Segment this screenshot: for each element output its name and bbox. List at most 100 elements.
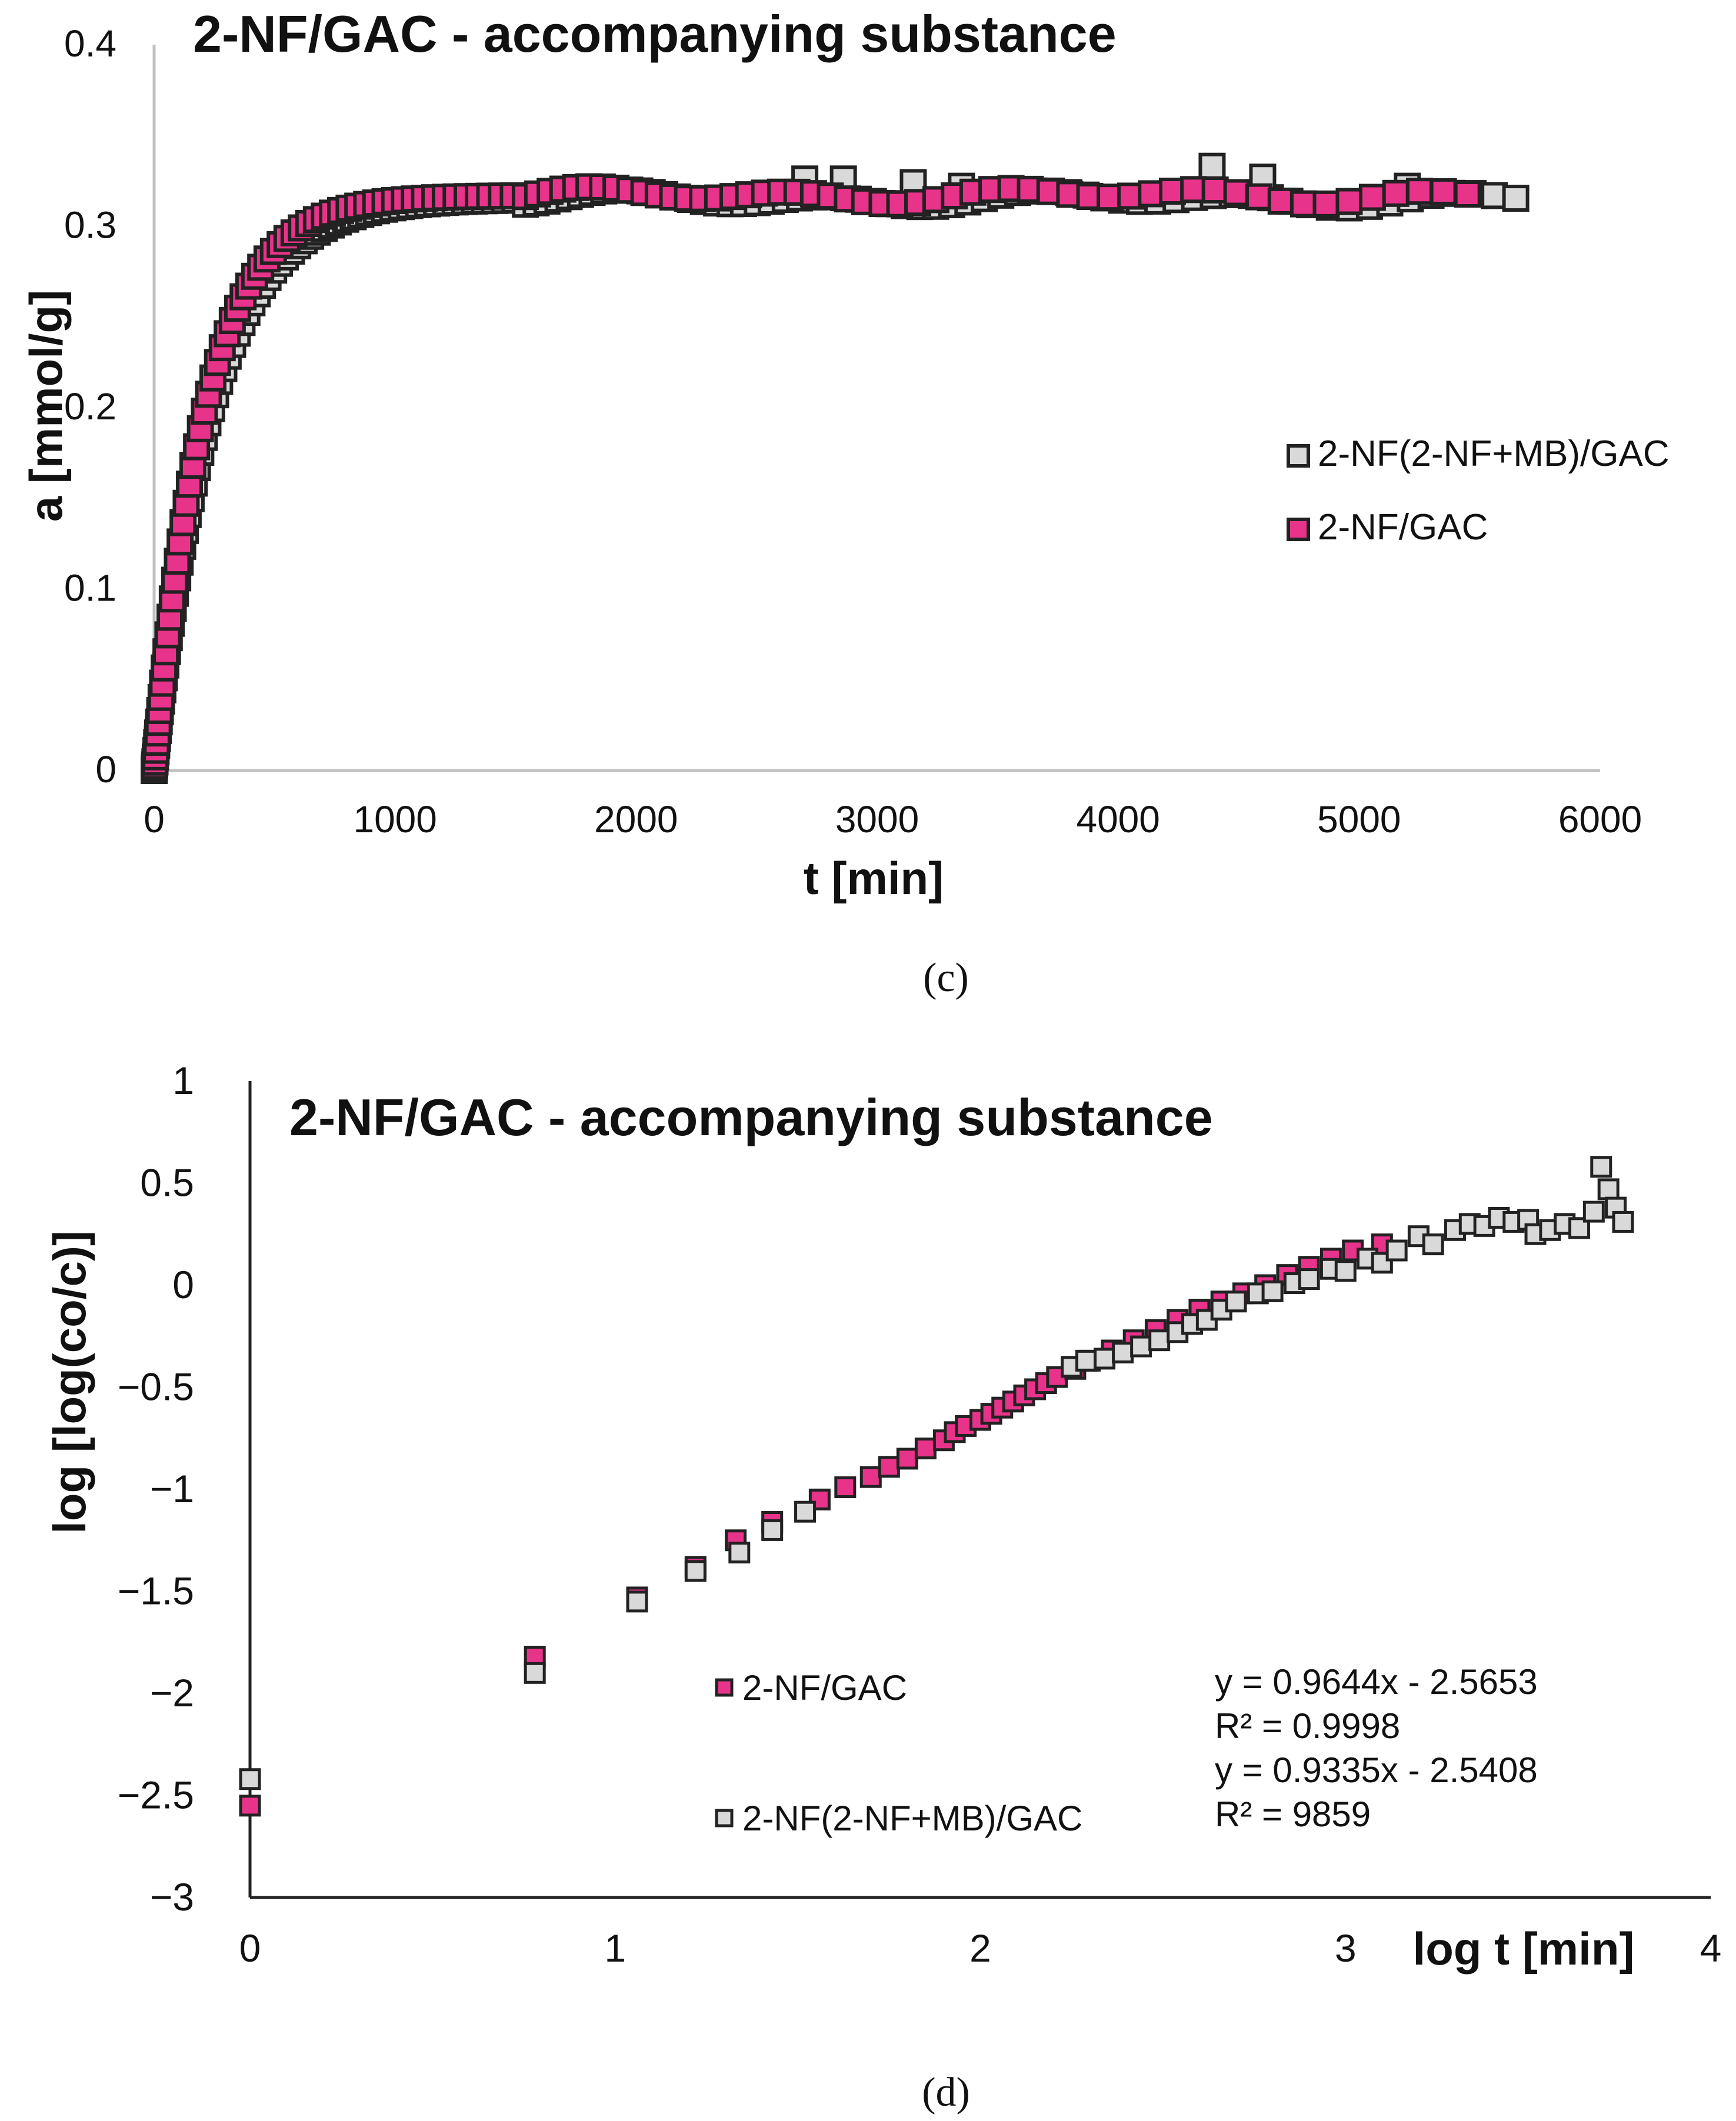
d-point-2nf (914, 1438, 937, 1460)
d-x-tick-label: 1 (604, 1926, 626, 1970)
d-point-mb (1148, 1329, 1171, 1352)
c-point-2nf (1201, 176, 1229, 204)
c-point-2nf (1245, 183, 1272, 211)
d-chart-title: 2-NF/GAC - accompanying substance (289, 1088, 1213, 1146)
d-x-tick-label: 2 (969, 1926, 991, 1970)
d-y-tick-label: −1 (150, 1467, 194, 1510)
c-x-tick-labels: 0 1000 2000 3000 4000 5000 6000 (144, 798, 1642, 841)
d-y-tick-label: −1.5 (118, 1569, 194, 1613)
c-point-2nf (1223, 179, 1251, 206)
d-point-2nf (878, 1456, 900, 1478)
c-point-mb (1198, 152, 1226, 180)
d-y-tick-label: −2.5 (118, 1773, 194, 1817)
c-y-axis-label: a [mmol/g] (20, 290, 72, 522)
caption-d: (d) (922, 2070, 970, 2115)
c-legend-marker-mb (1287, 444, 1310, 468)
c-data-points (141, 152, 1530, 784)
c-point-2nf (1335, 188, 1363, 215)
c-x-axis-label: t [min] (804, 852, 944, 904)
d-x-tick-label: 3 (1335, 1926, 1357, 1970)
c-point-2nf (1289, 190, 1317, 218)
c-chart-title: 2-NF/GAC - accompanying substance (193, 5, 1117, 63)
d-r2-1: R² = 0.9998 (1215, 1706, 1400, 1746)
d-point-mb (1075, 1349, 1098, 1372)
d-y-tick-label: −3 (150, 1875, 194, 1919)
d-point-mb (1371, 1252, 1393, 1274)
d-point-2nf (896, 1448, 918, 1470)
d-point-mb (728, 1542, 751, 1564)
d-point-mb (1094, 1348, 1116, 1370)
d-point-mb (761, 1519, 784, 1541)
d-legend-label-2nf: 2-NF/GAC (742, 1668, 907, 1708)
d-point-mb (1334, 1260, 1357, 1282)
d-y-tick-label: −0.5 (118, 1365, 194, 1409)
d-legend-label-mb: 2-NF(2-NF+MB)/GAC (742, 1799, 1082, 1838)
caption-c: (c) (923, 955, 969, 1001)
c-x-tick-label: 1000 (353, 798, 437, 841)
c-point-2nf (1430, 178, 1457, 205)
d-point-mb (1612, 1210, 1634, 1233)
c-point-2nf (1312, 190, 1340, 218)
d-x-axis-label: log t [min] (1413, 1923, 1635, 1975)
d-point-mb (1385, 1239, 1408, 1262)
d-point-mb (1597, 1178, 1620, 1200)
c-legend-marker-2nf (1287, 518, 1310, 541)
d-point-mb (794, 1500, 817, 1523)
d-y-tick-label: 1 (172, 1059, 194, 1102)
d-point-mb (684, 1560, 707, 1582)
d-point-mb (1261, 1280, 1284, 1302)
c-point-mb (1502, 185, 1530, 212)
d-r2-2: R² = 9859 (1215, 1795, 1371, 1834)
d-x-tick-label: 0 (239, 1926, 261, 1970)
d-point-mb (1112, 1342, 1134, 1364)
d-y-tick-label: 0 (172, 1263, 194, 1306)
d-x-tick-label: 4 (1700, 1926, 1722, 1970)
d-point-mb (1590, 1156, 1612, 1178)
c-x-tick-label: 4000 (1076, 798, 1159, 841)
d-legend-marker-mb (715, 1809, 734, 1827)
d-legend: 2-NF/GAC 2-NF(2-NF+MB)/GAC (715, 1668, 1082, 1838)
c-point-2nf (1382, 179, 1410, 207)
c-legend-label-mb: 2-NF(2-NF+MB)/GAC (1318, 433, 1670, 474)
c-y-tick-label: 0.4 (64, 22, 116, 65)
d-y-tick-labels: −3 −2.5 −2 −1.5 −1 −0.5 0 0.5 1 (118, 1059, 194, 1919)
d-point-mb (626, 1590, 648, 1613)
c-legend-label-2nf: 2-NF/GAC (1318, 507, 1488, 548)
d-x-tick-labels: 0 1 2 3 4 (239, 1926, 1722, 1970)
c-point-2nf (1454, 181, 1481, 208)
c-legend: 2-NF(2-NF+MB)/GAC 2-NF/GAC (1287, 433, 1670, 548)
d-equations: y = 0.9644x - 2.5653 R² = 0.9998 y = 0.9… (1215, 1662, 1538, 1834)
c-x-tick-label: 3000 (835, 798, 919, 841)
d-point-mb (1225, 1290, 1247, 1313)
c-point-2nf (1267, 187, 1295, 215)
c-point-2nf (1358, 184, 1386, 211)
d-point-mb (1582, 1200, 1605, 1223)
c-y-tick-label: 0.3 (64, 204, 116, 246)
c-point-2nf (1405, 178, 1433, 205)
c-y-tick-label: 0 (95, 748, 116, 791)
d-y-tick-label: 0.5 (140, 1161, 194, 1205)
d-y-axis-label: log [log(co/c)] (44, 1230, 95, 1534)
c-x-tick-label: 5000 (1317, 798, 1401, 841)
d-equation-1: y = 0.9644x - 2.5653 (1215, 1662, 1538, 1702)
c-x-tick-label: 6000 (1558, 798, 1642, 841)
d-point-mb (1298, 1268, 1320, 1290)
d-data-points (239, 1156, 1634, 1817)
d-point-2nf (834, 1476, 857, 1499)
panel-d: −3 −2.5 −2 −1.5 −1 −0.5 0 0.5 1 0 1 2 3 4 2-NF/GAC -… (44, 1059, 1721, 2115)
panel-c: 00.10.20.30.4 0 1000 2000 3000 4000 5000 6000 … (20, 5, 1670, 1001)
d-legend-marker-2nf (715, 1678, 734, 1697)
d-point-2nf (239, 1795, 261, 1817)
c-y-tick-labels: 0 0.1 0.2 0.3 0.4 (64, 22, 116, 791)
c-y-tick-label: 0.2 (64, 385, 116, 428)
d-point-mb (1422, 1233, 1444, 1256)
d-point-2nf (859, 1466, 882, 1488)
c-y-tick-label: 0.1 (64, 567, 116, 609)
d-point-mb (1130, 1335, 1152, 1358)
d-point-mb (524, 1662, 546, 1684)
d-point-mb (239, 1768, 261, 1790)
d-y-tick-label: −2 (150, 1671, 194, 1715)
d-equation-2: y = 0.9335x - 2.5408 (1215, 1750, 1538, 1790)
